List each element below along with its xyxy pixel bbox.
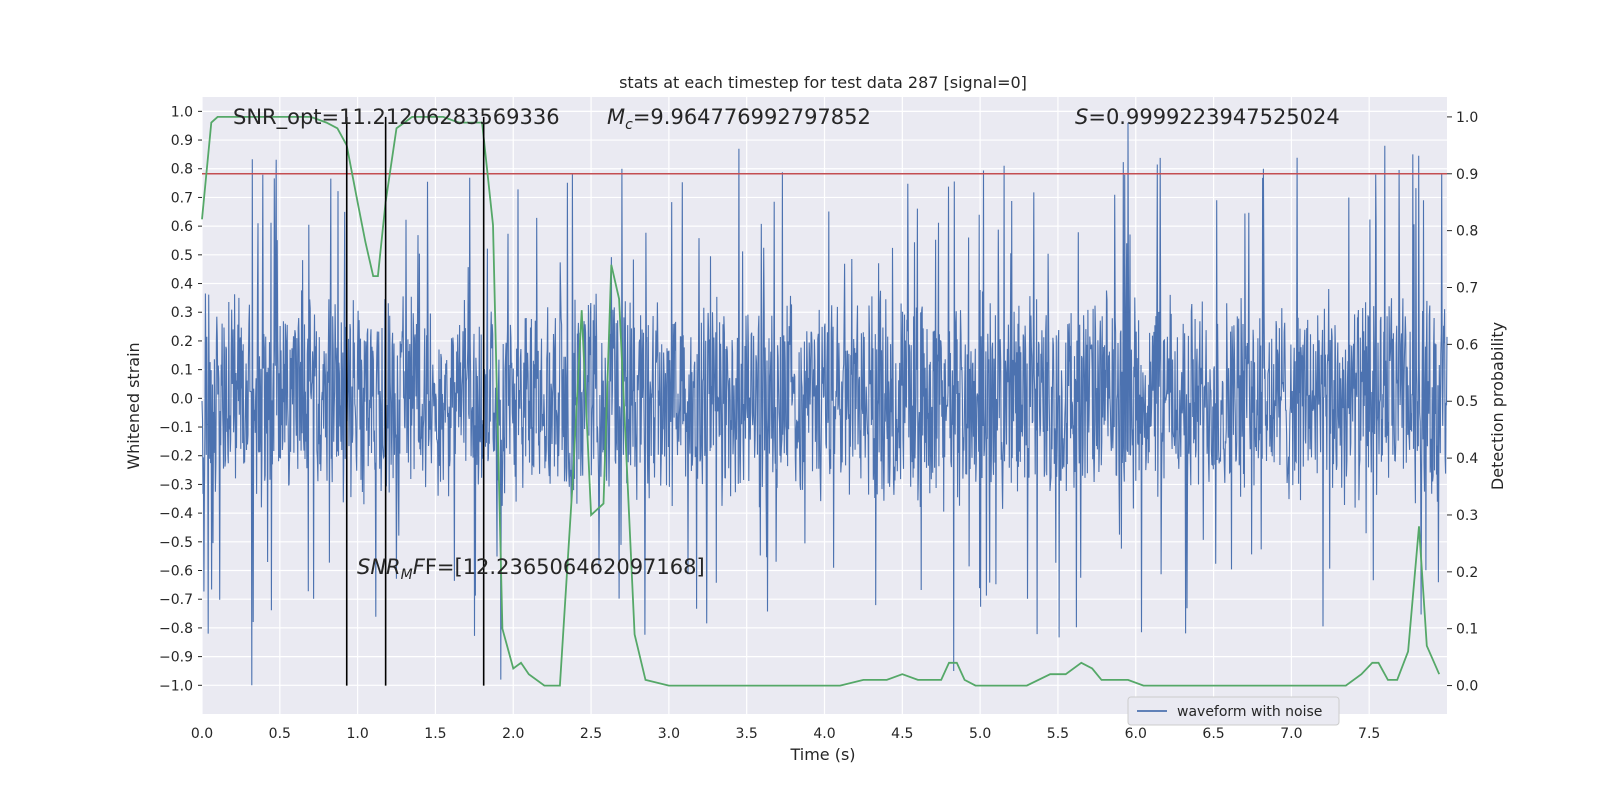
y-tick-label-left: −0.8 (159, 621, 193, 637)
y-tick-label-left: 0.6 (171, 219, 193, 235)
x-tick-label: 7.5 (1358, 726, 1380, 742)
x-axis-label: Time (s) (789, 745, 855, 764)
y-tick-label-right: 0.2 (1456, 565, 1478, 581)
x-tick-label: 5.0 (969, 726, 991, 742)
x-tick-label: 3.0 (658, 726, 680, 742)
detection-probability-line (201, 116, 1441, 687)
y-tick-label-right: 0.3 (1456, 508, 1478, 524)
x-tick-label: 7.0 (1280, 726, 1302, 742)
legend: waveform with noise (1127, 696, 1340, 726)
y-tick-label-left: 0.0 (171, 391, 193, 407)
y-tick-label-right: 0.9 (1456, 167, 1478, 183)
y-tick-label-left: −0.2 (159, 449, 193, 465)
y-tick-label-left: −0.4 (159, 506, 193, 522)
y-axis-label-left: Whitened strain (124, 342, 143, 469)
x-tick-label: 6.5 (1202, 726, 1224, 742)
y-tick-label-left: −0.3 (159, 477, 193, 493)
y-tick-label-left: 0.3 (171, 305, 193, 321)
y-tick-label-left: −0.9 (159, 650, 193, 666)
chart-title: stats at each timestep for test data 287… (619, 73, 1027, 92)
x-tick-label: 4.5 (891, 726, 913, 742)
y-tick-label-left: 0.5 (171, 248, 193, 264)
y-tick-label-left: 0.9 (171, 133, 193, 149)
y-tick-label-left: 0.1 (171, 363, 193, 379)
snr-opt-annotation: SNR_opt=11.21206283569336 (233, 105, 560, 130)
snr-mf-annotation: SNRMFF=[12.236506462097168] (357, 555, 705, 583)
s-value: =0.9999223947525024 (1088, 105, 1339, 129)
x-tick-label: 3.5 (736, 726, 758, 742)
x-tick-label: 0.5 (269, 726, 291, 742)
y-tick-label-right: 0.0 (1456, 679, 1478, 695)
s-annotation: S=0.9999223947525024 (1075, 105, 1340, 129)
waveform-series (201, 122, 1448, 686)
x-tick-label: 5.5 (1047, 726, 1069, 742)
x-tick-label: 2.0 (502, 726, 524, 742)
legend-label-waveform: waveform with noise (1177, 704, 1322, 720)
y-tick-label-right: 0.5 (1456, 394, 1478, 410)
y-tick-label-left: −0.1 (159, 420, 193, 436)
snr-mf-value: F=[12.236506462097168] (425, 555, 705, 579)
x-tick-label: 6.0 (1125, 726, 1147, 742)
y-tick-label-left: 0.2 (171, 334, 193, 350)
y-tick-label-right: 0.8 (1456, 224, 1478, 240)
chirp-mass-value: =9.964776992797852 (633, 105, 871, 129)
chirp-mass-annotation: Mc=9.964776992797852 (607, 105, 871, 133)
x-tick-label: 2.5 (580, 726, 602, 742)
y-tick-label-left: −0.5 (159, 535, 193, 551)
x-tick-label: 1.0 (346, 726, 368, 742)
y-tick-label-right: 0.6 (1456, 337, 1478, 353)
y-tick-label-left: 0.8 (171, 162, 193, 178)
x-tick-label: 4.0 (813, 726, 835, 742)
y-axis-label-right: Detection probability (1488, 322, 1507, 490)
y-tick-label-right: 0.1 (1456, 622, 1478, 638)
x-tick-label: 1.5 (424, 726, 446, 742)
waveform-with-noise-line (201, 122, 1448, 686)
y-tick-label-right: 1.0 (1456, 110, 1478, 126)
y-tick-label-left: −1.0 (159, 678, 193, 694)
y-tick-label-right: 0.4 (1456, 451, 1478, 467)
y-tick-label-left: −0.7 (159, 592, 193, 608)
y-tick-label-left: 0.7 (171, 190, 193, 206)
y-tick-label-right: 0.7 (1456, 281, 1478, 297)
y-tick-label-left: 0.4 (171, 277, 193, 293)
y-tick-label-left: −0.6 (159, 564, 193, 580)
x-tick-label: 0.0 (191, 726, 213, 742)
y-tick-label-left: 1.0 (171, 104, 193, 120)
